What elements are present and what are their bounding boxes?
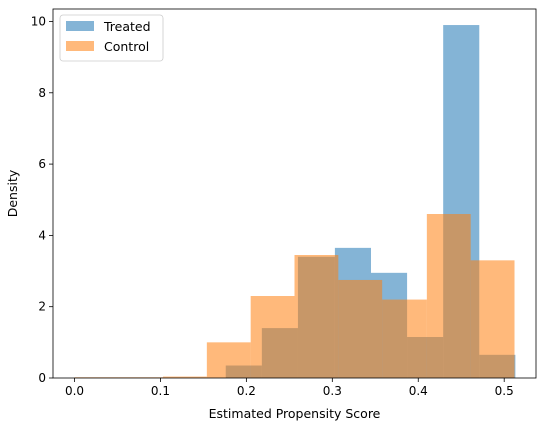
y-tick-label: 6 — [38, 157, 46, 171]
y-axis-ticks: 0 2 4 6 8 10 — [31, 14, 53, 385]
control-bar-8 — [426, 214, 471, 378]
y-tick-label: 4 — [38, 228, 46, 242]
legend-swatch-control — [66, 41, 94, 51]
plot-frame — [52, 8, 537, 379]
control-bar-6 — [338, 279, 383, 378]
y-tick-label: 0 — [38, 371, 46, 385]
legend-label-control: Control — [104, 39, 149, 54]
control-bar-4 — [250, 296, 295, 378]
control-bar-5 — [294, 255, 339, 378]
control-bar-7 — [382, 299, 427, 378]
x-tick-label: 0.1 — [151, 384, 170, 398]
legend: Treated Control — [59, 14, 164, 62]
y-tick-label: 2 — [38, 300, 46, 314]
x-tick-label: 0.4 — [409, 384, 428, 398]
y-axis-label: Density — [5, 169, 20, 217]
control-bar-2 — [163, 376, 207, 378]
legend-label-treated: Treated — [103, 19, 151, 34]
y-tick-label: 8 — [38, 86, 46, 100]
bars-layer — [74, 25, 516, 378]
legend-swatch-treated — [66, 21, 94, 31]
x-tick-label: 0.2 — [237, 384, 256, 398]
series-control — [74, 214, 515, 378]
x-axis-label: Estimated Propensity Score — [209, 406, 381, 421]
control-bar-3 — [206, 342, 251, 378]
x-tick-label: 0.0 — [65, 384, 84, 398]
x-axis-ticks: 0.0 0.1 0.2 0.3 0.4 0.5 — [65, 378, 514, 398]
control-bar-9 — [470, 260, 515, 378]
y-tick-label: 10 — [31, 14, 46, 28]
x-tick-label: 0.3 — [323, 384, 342, 398]
x-tick-label: 0.5 — [495, 384, 514, 398]
